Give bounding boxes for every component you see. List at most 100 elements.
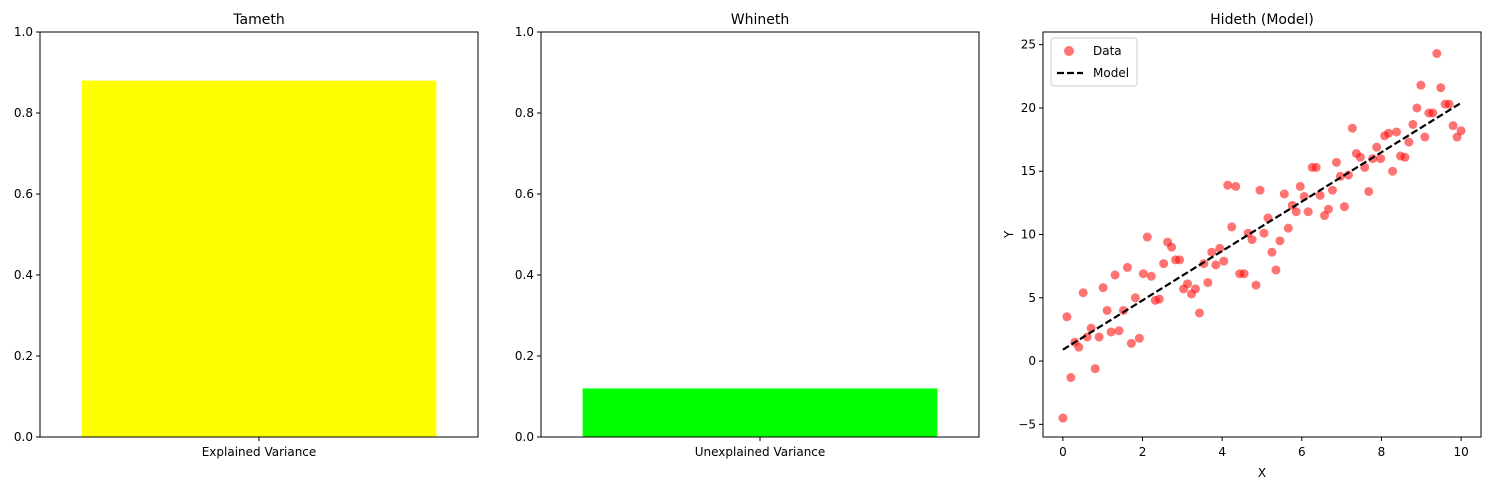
scatter-point — [1259, 228, 1269, 238]
scatter-point — [1372, 142, 1382, 152]
scatter-point — [1098, 283, 1108, 293]
y-tick-label: 0.4 — [14, 268, 33, 282]
scatter-point — [1343, 170, 1353, 180]
y-tick-label: 0.0 — [515, 430, 534, 444]
scatter-point — [1420, 132, 1430, 142]
scatter-point — [1408, 119, 1418, 129]
y-tick-label: −5 — [1018, 417, 1036, 431]
scatter-point — [1271, 265, 1281, 275]
scatter-point — [1428, 108, 1438, 118]
legend: Data Model — [1050, 37, 1138, 87]
scatter-point — [1275, 236, 1285, 246]
chart-title: Whineth — [731, 12, 789, 28]
scatter-point — [1062, 312, 1072, 322]
legend-marker-data — [1064, 46, 1074, 56]
scatter-point — [1291, 207, 1301, 217]
x-tick-label: 0 — [1059, 445, 1067, 459]
scatter-point — [1279, 189, 1289, 199]
legend-label-data: Data — [1093, 44, 1122, 58]
y-tick-label: 0.6 — [515, 187, 534, 201]
scatter-point — [1364, 186, 1374, 196]
x-axis-label: X — [1258, 466, 1266, 480]
scatter-point — [1315, 190, 1325, 200]
scatter-point — [1247, 235, 1257, 245]
axes-frame — [540, 31, 980, 438]
scatter-point — [1122, 262, 1132, 272]
scatter-point — [1058, 413, 1068, 423]
scatter-point — [1412, 103, 1422, 113]
scatter-point — [1416, 80, 1426, 90]
x-tick-label: 4 — [1218, 445, 1226, 459]
scatter-point — [1327, 185, 1337, 195]
scatter-point — [1211, 260, 1221, 270]
y-tick-label: 5 — [1028, 291, 1036, 305]
scatter-point — [1295, 181, 1305, 191]
scatter-point — [1388, 166, 1398, 176]
scatter-point — [1118, 305, 1128, 315]
y-tick-label: 25 — [1021, 38, 1036, 52]
scatter-point — [1110, 270, 1120, 280]
bar — [582, 388, 938, 437]
scatter-point — [1134, 333, 1144, 343]
scatter-point — [1167, 242, 1177, 252]
scatter-point — [1102, 305, 1112, 315]
scatter-point — [1191, 284, 1201, 294]
scatter-point — [1194, 308, 1204, 318]
scatter-point — [1219, 256, 1229, 266]
scatter-point — [1146, 271, 1156, 281]
chart-title: Hideth (Model) — [1210, 12, 1314, 28]
scatter-point — [1347, 123, 1357, 133]
scatter-point — [1251, 280, 1261, 290]
y-tick-label: 0.2 — [14, 349, 33, 363]
x-tick-label: 6 — [1298, 445, 1306, 459]
scatter-point — [1175, 255, 1185, 265]
scatter-point — [1159, 259, 1169, 269]
x-tick-label: 10 — [1453, 445, 1468, 459]
scatter-point — [1400, 152, 1410, 162]
scatter-point — [1283, 223, 1293, 233]
x-tick-label: 8 — [1378, 445, 1386, 459]
scatter-point — [1323, 204, 1333, 214]
scatter-point — [1303, 207, 1313, 217]
scatter-point — [1154, 294, 1164, 304]
y-tick-label: 15 — [1021, 164, 1036, 178]
y-tick-label: 20 — [1021, 101, 1036, 115]
scatter-point — [1384, 128, 1394, 138]
bar — [81, 80, 437, 437]
scatter-point — [1227, 222, 1237, 232]
scatter-point — [1392, 127, 1402, 137]
scatter-point — [1106, 327, 1116, 337]
scatter-point — [1138, 269, 1148, 279]
scatter-point — [1130, 293, 1140, 303]
scatter-point — [1114, 326, 1124, 336]
chart-title: Tameth — [232, 12, 284, 28]
scatter-point — [1432, 49, 1442, 59]
chart-whineth: Whineth 0.0 0.2 0.4 0.6 0.8 1.0 Unexplained V… — [515, 12, 980, 459]
scatter-point — [1203, 278, 1213, 288]
scatter-point — [1355, 152, 1365, 162]
scatter-point — [1183, 279, 1193, 289]
y-tick-label: 0.0 — [14, 430, 33, 444]
axes-frame — [1042, 31, 1482, 438]
x-tick-label: Unexplained Variance — [695, 445, 826, 459]
y-tick-label: 0 — [1028, 354, 1036, 368]
scatter-point — [1448, 121, 1458, 131]
scatter-point — [1074, 342, 1084, 352]
y-tick-label: 0.4 — [515, 268, 534, 282]
chart-tameth: Tameth 0.0 0.2 0.4 0.6 0.8 1.0 Explained Vari… — [14, 12, 479, 459]
scatter-point — [1231, 181, 1241, 191]
y-tick-label: 0.8 — [515, 106, 534, 120]
scatter-point — [1376, 154, 1386, 164]
scatter-point — [1444, 99, 1454, 109]
scatter-point — [1404, 137, 1414, 147]
scatter-point — [1066, 373, 1076, 383]
model-line — [1062, 101, 1462, 351]
scatter-point — [1199, 259, 1209, 269]
scatter-point — [1090, 364, 1100, 374]
y-tick-label: 1.0 — [515, 25, 534, 39]
y-tick-label: 0.8 — [14, 106, 33, 120]
y-tick-label: 10 — [1021, 228, 1036, 242]
scatter-point — [1331, 157, 1341, 167]
y-tick-label: 0.6 — [14, 187, 33, 201]
